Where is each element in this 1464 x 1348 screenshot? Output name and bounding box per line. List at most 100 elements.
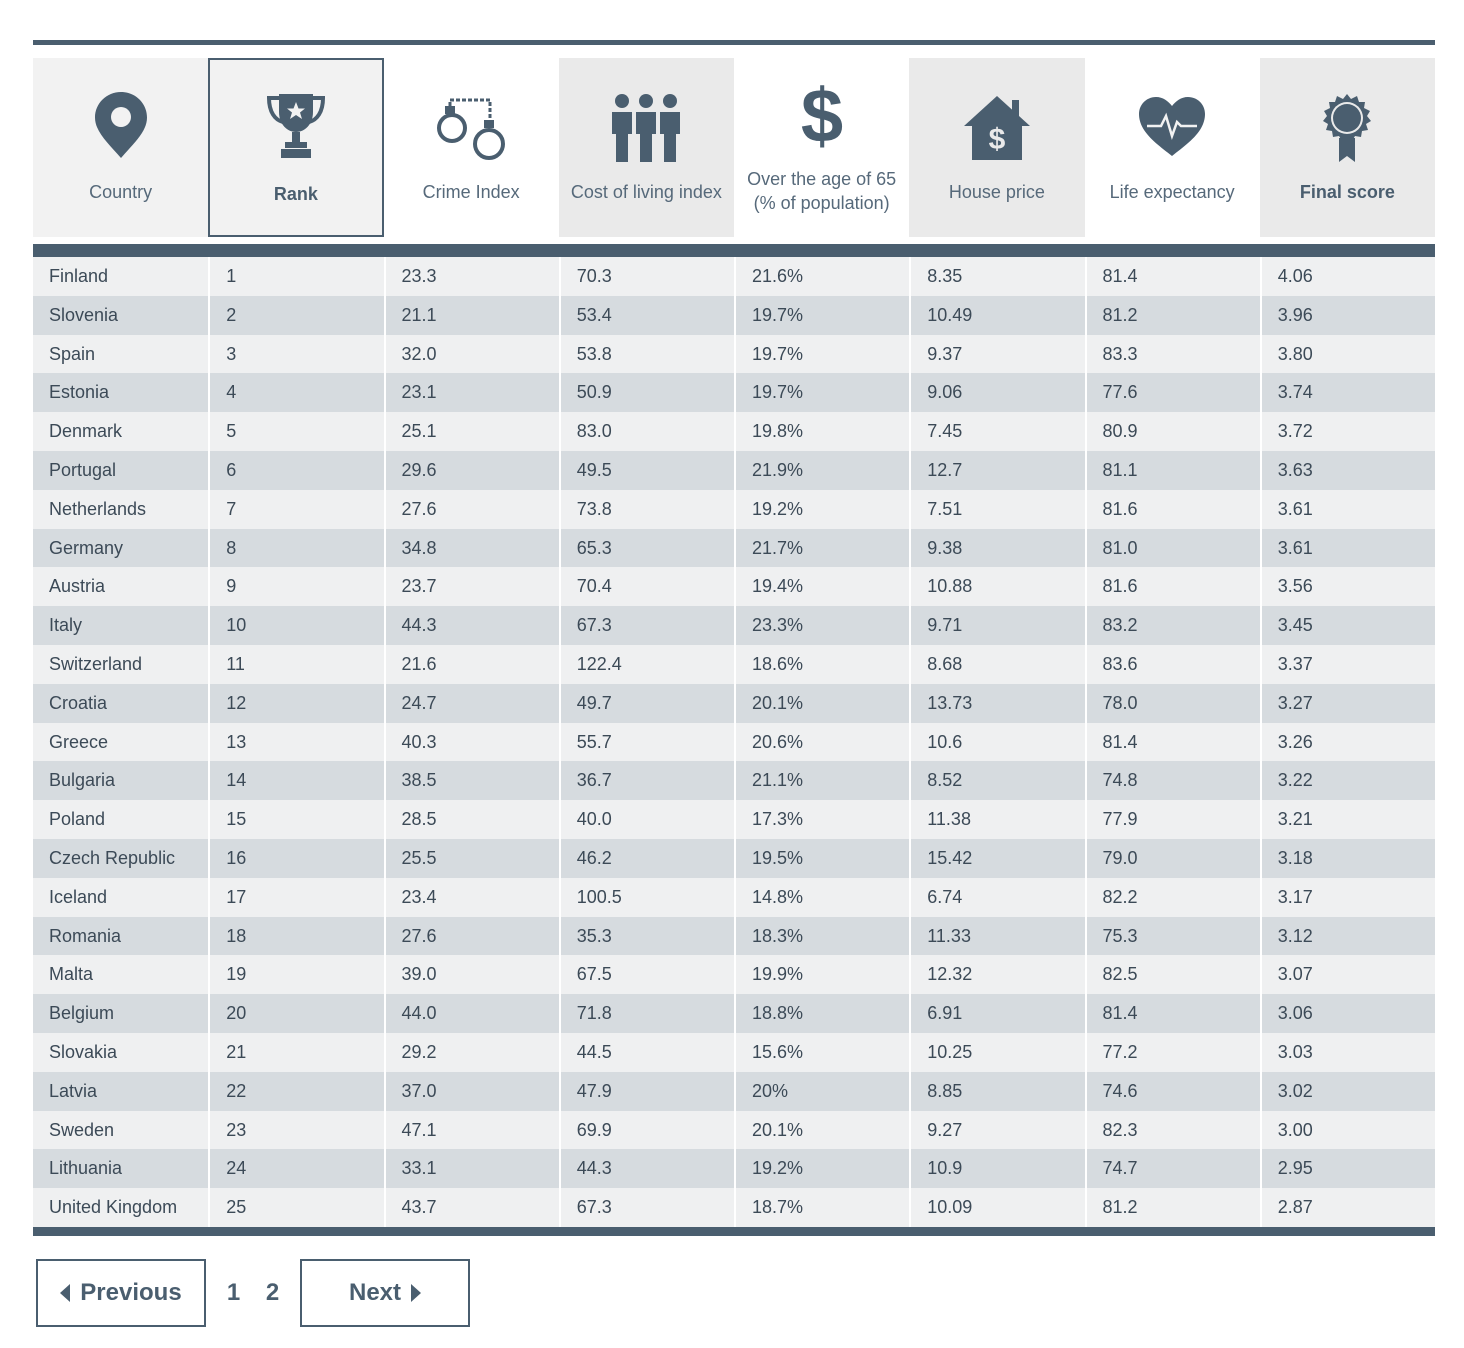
- cell-rank: 18: [208, 916, 383, 956]
- cell-over-65: 21.7%: [734, 528, 909, 568]
- header-over-65[interactable]: $ Over the age of 65 (% of population): [734, 58, 909, 237]
- table-header: Country Rank Crime Index Cost of living …: [33, 58, 1435, 237]
- page-1-link[interactable]: 1: [226, 1279, 241, 1306]
- cell-country: Slovakia: [49, 1041, 118, 1062]
- cell-crime-index: 27.6: [383, 489, 559, 529]
- cell-crime-index: 47.1: [383, 1110, 559, 1150]
- svg-text:$: $: [989, 123, 1006, 156]
- cell-country: Slovenia: [49, 304, 119, 325]
- page-2-link[interactable]: 2: [265, 1279, 280, 1306]
- cell-country: Malta: [49, 964, 94, 985]
- top-divider: [33, 40, 1435, 45]
- header-crime-index[interactable]: Crime Index: [384, 58, 559, 237]
- cell-house-price: 7.45: [909, 412, 1084, 451]
- cell-country: Bulgaria: [49, 770, 116, 791]
- cell-over-65: 19.8%: [734, 412, 909, 451]
- cell-country: Estonia: [49, 382, 110, 403]
- cell-house-price: 10.09: [909, 1188, 1084, 1227]
- cell-crime-index: 23.7: [383, 567, 559, 607]
- cell-cost-of-living: 55.7: [558, 722, 734, 762]
- cell-rank: 25: [208, 1188, 383, 1227]
- header-label: Final score: [1299, 182, 1395, 202]
- cell-cost-of-living: 44.5: [558, 1032, 734, 1072]
- cell-rank: 15: [208, 800, 383, 839]
- cell-over-65: 21.6%: [734, 257, 909, 296]
- cell-life-expectancy: 83.2: [1084, 606, 1260, 645]
- cell-rank: 7: [208, 489, 383, 529]
- table-row: Estonia 4 23.1 50.9 19.7% 9.06 77.6 3.74: [33, 373, 1435, 413]
- cell-cost-of-living: 70.4: [558, 567, 734, 607]
- table-row: Poland 15 28.5 40.0 17.3% 11.38 77.9 3.21: [33, 800, 1435, 839]
- table-row: Denmark 5 25.1 83.0 19.8% 7.45 80.9 3.72: [33, 412, 1435, 451]
- cell-over-65: 19.2%: [734, 1149, 909, 1189]
- cell-house-price: 9.38: [909, 528, 1084, 568]
- cell-crime-index: 38.5: [383, 761, 559, 801]
- cell-country: Iceland: [49, 886, 108, 907]
- cell-house-price: 6.74: [909, 877, 1084, 917]
- cell-final-score: 2.95: [1259, 1149, 1435, 1189]
- cell-country: United Kingdom: [49, 1197, 178, 1218]
- table-body: Finland 1 23.3 70.3 21.6% 8.35 81.4 4.06 Sloveni…: [33, 257, 1435, 1227]
- cell-house-price: 9.71: [909, 606, 1084, 645]
- table-row: Portugal 6 29.6 49.5 21.9% 12.7 81.1 3.63: [33, 450, 1435, 490]
- table-row: Switzerland 11 21.6 122.4 18.6% 8.68 83.6 3.37: [33, 644, 1435, 684]
- cell-crime-index: 27.6: [383, 916, 559, 956]
- header-house-price[interactable]: $ House price: [909, 58, 1085, 237]
- header-cost-of-living[interactable]: Cost of living index: [558, 58, 734, 237]
- cell-cost-of-living: 53.4: [558, 295, 734, 335]
- cell-over-65: 19.7%: [734, 334, 909, 374]
- cell-over-65: 19.4%: [734, 567, 909, 607]
- cell-house-price: 8.35: [909, 257, 1084, 296]
- header-final-score[interactable]: Final score: [1259, 58, 1435, 237]
- cell-country: Finland: [49, 266, 109, 286]
- cell-rank: 9: [208, 567, 383, 607]
- cell-cost-of-living: 67.3: [558, 606, 734, 645]
- table-row: Finland 1 23.3 70.3 21.6% 8.35 81.4 4.06: [33, 257, 1435, 296]
- cell-house-price: 9.27: [909, 1110, 1084, 1150]
- cell-rank: 21: [208, 1032, 383, 1072]
- header-life-expectancy[interactable]: Life expectancy: [1085, 58, 1260, 237]
- cell-over-65: 18.3%: [734, 916, 909, 956]
- table-row: Germany 8 34.8 65.3 21.7% 9.38 81.0 3.61: [33, 528, 1435, 568]
- cell-final-score: 3.80: [1259, 334, 1435, 374]
- cell-crime-index: 25.5: [383, 838, 559, 878]
- table-row: Croatia 12 24.7 49.7 20.1% 13.73 78.0 3.27: [33, 683, 1435, 723]
- cell-country: Germany: [49, 537, 124, 558]
- cell-final-score: 3.22: [1259, 761, 1435, 801]
- table-row: Belgium 20 44.0 71.8 18.8% 6.91 81.4 3.06: [33, 994, 1435, 1033]
- cell-rank: 8: [208, 528, 383, 568]
- cell-cost-of-living: 50.9: [558, 373, 734, 413]
- cell-country: Italy: [49, 615, 83, 636]
- trophy-icon: [266, 94, 325, 158]
- cell-life-expectancy: 74.6: [1084, 1071, 1260, 1111]
- cell-rank: 10: [208, 606, 383, 645]
- cell-cost-of-living: 83.0: [558, 412, 734, 451]
- cell-over-65: 14.8%: [734, 877, 909, 917]
- cell-life-expectancy: 74.7: [1084, 1149, 1260, 1189]
- cell-rank: 3: [208, 334, 383, 374]
- cell-house-price: 11.38: [909, 800, 1084, 839]
- cell-rank: 5: [208, 412, 383, 451]
- header-rank[interactable]: Rank: [208, 58, 384, 237]
- cell-crime-index: 43.7: [383, 1188, 559, 1227]
- cell-final-score: 3.27: [1259, 683, 1435, 723]
- next-button[interactable]: Next: [300, 1259, 470, 1327]
- table-row: Lithuania 24 33.1 44.3 19.2% 10.9 74.7 2.95: [33, 1149, 1435, 1189]
- cell-cost-of-living: 49.5: [558, 450, 734, 490]
- cell-final-score: 3.72: [1259, 412, 1435, 451]
- next-label: Next: [348, 1279, 402, 1306]
- cell-country: Latvia: [49, 1080, 98, 1101]
- cell-crime-index: 34.8: [383, 528, 559, 568]
- cell-rank: 11: [208, 644, 383, 684]
- previous-label: Previous: [80, 1279, 182, 1306]
- cell-crime-index: 29.2: [383, 1032, 559, 1072]
- cell-final-score: 3.21: [1259, 800, 1435, 839]
- cell-country: Sweden: [49, 1119, 115, 1140]
- cell-cost-of-living: 71.8: [558, 994, 734, 1033]
- header-country[interactable]: Country: [33, 58, 209, 237]
- cell-house-price: 15.42: [909, 838, 1084, 878]
- cell-final-score: 3.06: [1259, 994, 1435, 1033]
- previous-button[interactable]: Previous: [36, 1259, 206, 1327]
- cell-final-score: 2.87: [1259, 1188, 1435, 1227]
- table-row: Slovenia 2 21.1 53.4 19.7% 10.49 81.2 3.96: [33, 295, 1435, 335]
